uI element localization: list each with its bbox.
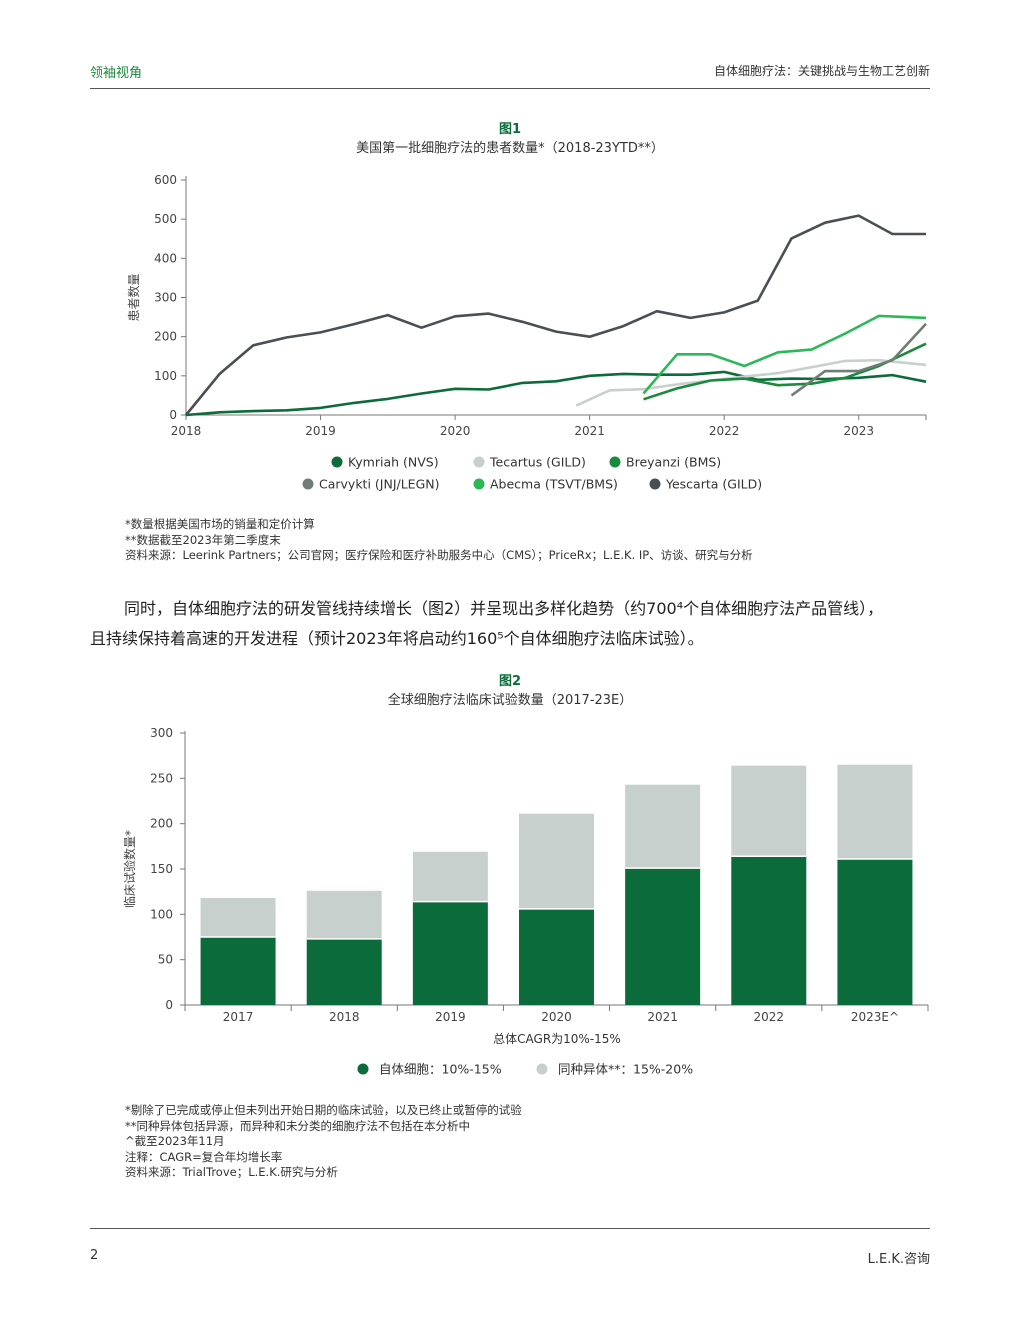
y-tick-label: 200 [150, 817, 173, 831]
bar-segment [625, 868, 701, 1005]
x-axis-label: 总体CAGR为10%-15% [493, 1032, 621, 1046]
y-tick-label: 500 [154, 212, 177, 226]
y-tick-label: 100 [150, 907, 173, 921]
bar-segment [412, 901, 488, 1005]
bar-segment [837, 764, 913, 860]
legend-label: 同种异体**：15%-20% [558, 1062, 693, 1077]
bar-segment [731, 765, 807, 857]
y-tick-label: 0 [165, 998, 173, 1012]
figure2-title: 全球细胞疗法临床试验数量（2017-23E） [387, 693, 633, 708]
x-tick-label: 2019 [305, 424, 336, 438]
y-tick-label: 100 [154, 369, 177, 383]
page-number: 2 [90, 1248, 99, 1263]
x-tick-label: 2022 [709, 424, 740, 438]
body-paragraph: 同时，自体细胞疗法的研发管线持续增长（图2）并呈现出多样化趋势（约700⁴个自体… [90, 594, 950, 654]
series-line [184, 214, 926, 416]
y-tick-label: 600 [154, 173, 177, 187]
bar-segment [412, 851, 488, 902]
legend-label: Yescarta (GILD) [665, 477, 762, 492]
figure1-label: 图1 [498, 122, 522, 137]
legend-marker [302, 478, 314, 490]
y-tick-label: 50 [158, 953, 173, 967]
x-tick-label: 2017 [223, 1010, 254, 1024]
figure2-bar-chart: 0 50 100 150 200 250 300 2017 2018 2019 2020 2021 20… [122, 726, 929, 1077]
bar-segment [519, 908, 594, 1005]
legend-label: Carvykti (JNJ/LEGN) [319, 477, 440, 492]
figure2-note: *剔除了已完成或停止但未列出开始日期的临床试验，以及已终止或暂停的试验 [125, 1103, 522, 1117]
figure1-title: 美国第一批细胞疗法的患者数量*（2018-23YTD**） [356, 141, 664, 156]
bar-segment [625, 784, 701, 869]
figure2-notes: *剔除了已完成或停止但未列出开始日期的临床试验，以及已终止或暂停的试验 **同种… [125, 1103, 522, 1181]
legend-marker [331, 456, 343, 468]
legend-marker [536, 1063, 548, 1075]
figure2-label: 图2 [498, 674, 522, 689]
bar-segment [200, 937, 276, 1005]
section-label: 领袖视角 [90, 66, 143, 81]
paragraph-line: 同时，自体细胞疗法的研发管线持续增长（图2）并呈现出多样化趋势（约700⁴个自体… [124, 599, 884, 618]
series-line [643, 342, 927, 401]
figure1-notes: *数量根据美国市场的销量和定价计算 **数据截至2023年第二季度末 资料来源：… [125, 517, 753, 564]
y-tick-label: 0 [169, 408, 177, 422]
legend-marker [357, 1063, 369, 1075]
legend-label: Breyanzi (BMS) [626, 455, 721, 470]
x-tick-label: 2020 [541, 1010, 572, 1024]
figure2-note: ^截至2023年11月 [125, 1134, 225, 1148]
bar-segment [519, 813, 594, 909]
series-line [790, 322, 927, 397]
y-tick-label: 400 [154, 251, 177, 265]
y-tick-label: 300 [150, 726, 173, 740]
y-tick-label: 300 [154, 291, 177, 305]
figure2-note: **同种异体包括异源，而异种和未分类的细胞疗法不包括在本分析中 [125, 1118, 470, 1133]
figure2-note: 注释：CAGR=复合年均增长率 [125, 1149, 283, 1164]
y-tick-label: 250 [150, 771, 173, 785]
legend-label: Tecartus (GILD) [489, 455, 586, 470]
legend-marker [473, 478, 485, 490]
series-line [575, 358, 927, 407]
legend-marker [473, 456, 485, 468]
y-axis-label: 患者数量 [126, 273, 141, 321]
x-tick-label: 2019 [435, 1010, 466, 1024]
x-tick-label: 2023 [843, 424, 874, 438]
document-title: 自体细胞疗法：关键挑战与生物工艺创新 [713, 64, 930, 78]
legend-label: 自体细胞：10%-15% [379, 1062, 502, 1077]
bar-segment [306, 890, 382, 939]
bar-segment [306, 938, 382, 1005]
bar-segment [731, 856, 807, 1005]
footer-rule [90, 1228, 930, 1229]
header-rule [90, 88, 930, 89]
legend-marker [649, 478, 661, 490]
bar-segment [200, 898, 276, 937]
x-tick-label: 2018 [329, 1010, 360, 1024]
paragraph-line: 且持续保持着高速的开发进程（预计2023年将启动约160⁵个自体细胞疗法临床试验… [90, 629, 704, 648]
figure1-line-chart: 0 100 200 300 400 500 600 2018 2019 2020 2021 2022 2… [126, 173, 927, 492]
figure1-source: 资料来源：Leerink Partners；公司官网；医疗保险和医疗补助服务中心… [125, 548, 753, 562]
y-tick-label: 200 [154, 330, 177, 344]
bar-segment [837, 859, 913, 1005]
x-tick-label: 2021 [574, 424, 605, 438]
figure1-note: *数量根据美国市场的销量和定价计算 [125, 517, 315, 531]
x-tick-label: 2018 [171, 424, 202, 438]
footer-brand: L.E.K.咨询 [867, 1252, 930, 1267]
figure2-source: 资料来源：TrialTrove；L.E.K.研究与分析 [125, 1165, 338, 1179]
x-tick-label: 2021 [647, 1010, 678, 1024]
x-tick-label: 2022 [754, 1010, 785, 1024]
y-tick-label: 150 [150, 862, 173, 876]
y-axis-label: 临床试验数量* [122, 830, 137, 908]
figure1-note: **数据截至2023年第二季度末 [125, 532, 281, 547]
legend-label: Abecma (TSVT/BMS) [490, 477, 618, 492]
x-tick-label: 2023E^ [851, 1010, 899, 1024]
series-line [185, 370, 927, 417]
legend-label: Kymriah (NVS) [348, 455, 439, 470]
legend-marker [609, 456, 621, 468]
series-line [642, 314, 927, 395]
x-tick-label: 2020 [440, 424, 471, 438]
